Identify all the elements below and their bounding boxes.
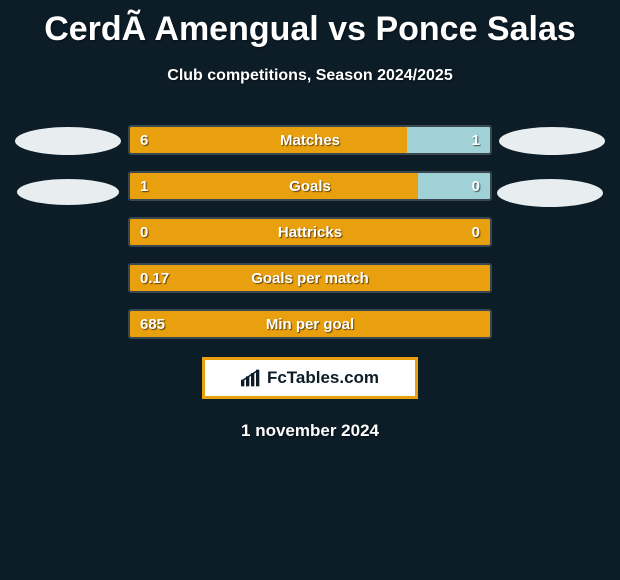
stat-right-value: 0 <box>447 219 490 245</box>
stat-right-value: 0 <box>418 173 490 199</box>
stat-bar: 685Min per goal <box>128 309 492 339</box>
fctables-logo-text: FcTables.com <box>267 368 379 388</box>
stat-left-value: 1 <box>130 173 418 199</box>
right-player-col <box>492 125 612 339</box>
stat-bar: 0.17Goals per match <box>128 263 492 293</box>
fctables-logo[interactable]: FcTables.com <box>202 357 418 399</box>
stat-left-value: 685 <box>130 311 470 337</box>
stats-col: 61Matches 10Goals 00Hattricks 0.17Goals per… <box>128 125 492 339</box>
stat-left-value: 0.17 <box>130 265 470 291</box>
stat-bar: 61Matches <box>128 125 492 155</box>
stat-right-value <box>470 265 490 291</box>
page-title: CerdÃ Amengual vs Ponce Salas <box>0 0 620 49</box>
stat-bar: 10Goals <box>128 171 492 201</box>
left-player-logo-placeholder-2 <box>17 179 119 205</box>
right-player-logo-placeholder-2 <box>497 179 603 207</box>
stats-area: 61Matches 10Goals 00Hattricks 0.17Goals per… <box>0 125 620 339</box>
stat-left-value: 0 <box>130 219 447 245</box>
page-subtitle: Club competitions, Season 2024/2025 <box>0 67 620 85</box>
left-player-col <box>8 125 128 339</box>
date-label: 1 november 2024 <box>0 421 620 441</box>
stat-bar: 00Hattricks <box>128 217 492 247</box>
stat-right-value <box>470 311 490 337</box>
stat-left-value: 6 <box>130 127 407 153</box>
right-player-logo-placeholder-1 <box>499 127 605 155</box>
stat-right-value: 1 <box>407 127 490 153</box>
bar-chart-icon <box>241 369 261 387</box>
left-player-logo-placeholder-1 <box>15 127 121 155</box>
